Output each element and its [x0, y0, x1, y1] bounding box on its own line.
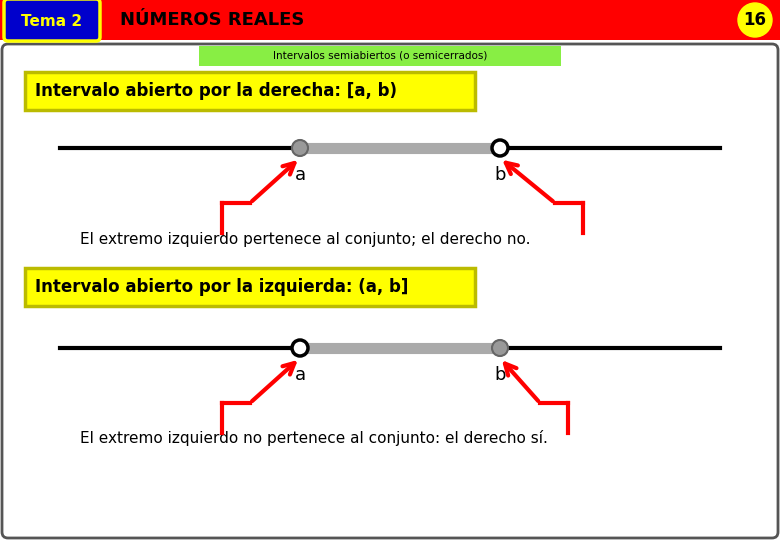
Text: a: a [294, 166, 306, 184]
Circle shape [292, 340, 308, 356]
FancyBboxPatch shape [2, 44, 778, 538]
Text: Tema 2: Tema 2 [21, 14, 83, 29]
Text: El extremo izquierdo pertenece al conjunto; el derecho no.: El extremo izquierdo pertenece al conjun… [80, 232, 530, 247]
Text: 16: 16 [743, 11, 767, 29]
Text: El extremo izquierdo no pertenece al conjunto: el derecho sí.: El extremo izquierdo no pertenece al con… [80, 430, 548, 446]
Text: Intervalo abierto por la izquierda: (a, b]: Intervalo abierto por la izquierda: (a, … [35, 278, 409, 296]
FancyBboxPatch shape [4, 0, 100, 41]
FancyBboxPatch shape [25, 72, 475, 110]
Circle shape [492, 140, 508, 156]
Text: Intervalo abierto por la derecha: [a, b): Intervalo abierto por la derecha: [a, b) [35, 82, 397, 100]
Text: a: a [294, 366, 306, 384]
Text: b: b [495, 166, 505, 184]
FancyBboxPatch shape [25, 268, 475, 306]
FancyBboxPatch shape [199, 46, 561, 66]
Circle shape [738, 3, 772, 37]
Circle shape [492, 340, 508, 356]
Text: NÚMEROS REALES: NÚMEROS REALES [120, 11, 304, 29]
FancyBboxPatch shape [0, 0, 780, 40]
Text: Intervalos semiabiertos (o semicerrados): Intervalos semiabiertos (o semicerrados) [273, 51, 488, 61]
Text: b: b [495, 366, 505, 384]
Circle shape [292, 140, 308, 156]
